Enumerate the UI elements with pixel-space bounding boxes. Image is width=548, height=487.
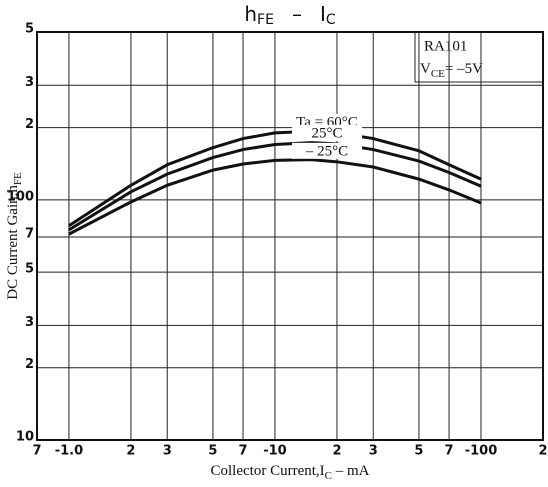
x-tick-label: -1.0 bbox=[55, 444, 83, 459]
x-tick-label: 7 bbox=[445, 444, 454, 459]
annotation-part: V bbox=[420, 61, 431, 77]
y-tick-label: 7 bbox=[25, 227, 34, 242]
title-part: h bbox=[244, 2, 257, 26]
plot-frame bbox=[36, 31, 544, 441]
y-axis-label: DC Current Gain,hFE bbox=[5, 172, 23, 300]
y-tick-label: 100 bbox=[7, 189, 34, 204]
x-tick-label: 3 bbox=[369, 444, 378, 459]
y-tick-label: 3 bbox=[25, 75, 34, 90]
x-tick-label: -10 bbox=[263, 444, 287, 459]
y-tick-label: 2 bbox=[25, 357, 34, 372]
x-tick-label: 2 bbox=[332, 444, 341, 459]
x-tick-label: 3 bbox=[163, 444, 172, 459]
title-part: FE bbox=[257, 12, 274, 28]
label-part: C bbox=[325, 470, 332, 482]
series-label: – 25°C bbox=[305, 143, 348, 159]
y-tick-label: 2 bbox=[25, 117, 34, 132]
annotation: VCE= –5V bbox=[420, 61, 483, 79]
x-tick-label: -100 bbox=[465, 444, 498, 459]
title-part: I bbox=[320, 2, 326, 26]
x-tick-label: 2 bbox=[538, 444, 547, 459]
series-label-bg bbox=[291, 142, 362, 159]
y-tick-label: 10 bbox=[16, 430, 34, 445]
label-part: FE bbox=[12, 172, 24, 185]
x-tick-label: 7 bbox=[239, 444, 248, 459]
series-line bbox=[68, 158, 482, 236]
x-axis-label: Collector Current,IC – mA bbox=[211, 463, 370, 481]
annotation: RA101 bbox=[424, 38, 467, 54]
y-tick-label: 5 bbox=[25, 22, 34, 37]
label-part: Collector Current,I bbox=[211, 463, 325, 479]
series-label-bg bbox=[291, 124, 362, 141]
chart-title: hFE – IC bbox=[244, 2, 336, 29]
annotation-box bbox=[414, 31, 544, 83]
annotation-part: = –5V bbox=[445, 61, 483, 77]
series-label: 25°C bbox=[311, 125, 342, 141]
x-tick-label: 2 bbox=[126, 444, 135, 459]
annotation-part: CE bbox=[431, 68, 445, 80]
y-tick-label: 5 bbox=[25, 262, 34, 277]
y-tick-label: 3 bbox=[25, 315, 34, 330]
label-part: – mA bbox=[332, 463, 370, 479]
x-tick-label: 5 bbox=[414, 444, 423, 459]
title-part: – bbox=[292, 2, 302, 26]
x-tick-label: 7 bbox=[32, 444, 41, 459]
x-tick-label: 5 bbox=[208, 444, 217, 459]
title-part: C bbox=[326, 12, 336, 28]
label-part: DC Current Gain,h bbox=[5, 185, 21, 300]
